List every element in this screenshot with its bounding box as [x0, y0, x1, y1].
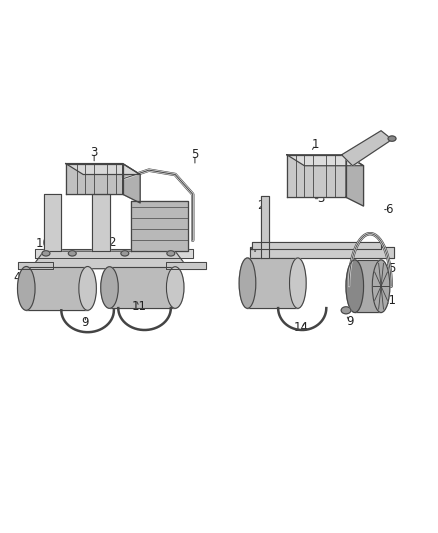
Polygon shape — [35, 249, 193, 258]
Text: 5: 5 — [191, 148, 198, 161]
Polygon shape — [26, 266, 88, 310]
Text: 8: 8 — [45, 219, 52, 231]
Text: 2: 2 — [257, 199, 265, 212]
Ellipse shape — [166, 266, 184, 308]
Ellipse shape — [388, 136, 396, 141]
Text: 3: 3 — [91, 146, 98, 159]
Text: 7: 7 — [103, 221, 111, 233]
Polygon shape — [66, 164, 123, 194]
Polygon shape — [110, 266, 175, 308]
Ellipse shape — [372, 260, 390, 312]
Polygon shape — [287, 155, 364, 166]
Polygon shape — [355, 260, 381, 312]
Polygon shape — [247, 258, 298, 308]
Ellipse shape — [18, 266, 35, 310]
Polygon shape — [166, 262, 206, 269]
Ellipse shape — [121, 251, 129, 256]
Ellipse shape — [68, 251, 76, 256]
Polygon shape — [287, 155, 346, 197]
Polygon shape — [31, 251, 188, 269]
Text: 14: 14 — [294, 321, 309, 334]
Ellipse shape — [167, 251, 175, 256]
Polygon shape — [123, 164, 140, 203]
Text: 11: 11 — [132, 300, 147, 313]
Text: 4: 4 — [249, 241, 257, 255]
Polygon shape — [18, 262, 53, 269]
Text: 11: 11 — [381, 294, 396, 307]
Polygon shape — [131, 201, 188, 251]
Text: 5: 5 — [389, 262, 396, 275]
Ellipse shape — [239, 258, 256, 308]
Ellipse shape — [346, 260, 364, 312]
Ellipse shape — [341, 307, 351, 314]
Ellipse shape — [42, 251, 50, 256]
Ellipse shape — [79, 266, 96, 310]
Polygon shape — [346, 155, 364, 206]
Text: 4: 4 — [14, 271, 21, 284]
Ellipse shape — [101, 266, 118, 308]
Polygon shape — [342, 131, 392, 166]
Text: 10: 10 — [35, 237, 50, 250]
Polygon shape — [250, 247, 394, 258]
Polygon shape — [261, 197, 269, 258]
Polygon shape — [92, 194, 110, 251]
Text: 9: 9 — [346, 315, 353, 328]
Text: 6: 6 — [385, 203, 393, 216]
Text: 3: 3 — [317, 192, 324, 205]
Text: 9: 9 — [81, 316, 89, 329]
Polygon shape — [44, 194, 61, 251]
Text: 2: 2 — [108, 236, 116, 249]
Text: 1: 1 — [311, 138, 319, 151]
Ellipse shape — [290, 258, 306, 308]
Polygon shape — [252, 243, 381, 249]
Polygon shape — [66, 164, 140, 174]
